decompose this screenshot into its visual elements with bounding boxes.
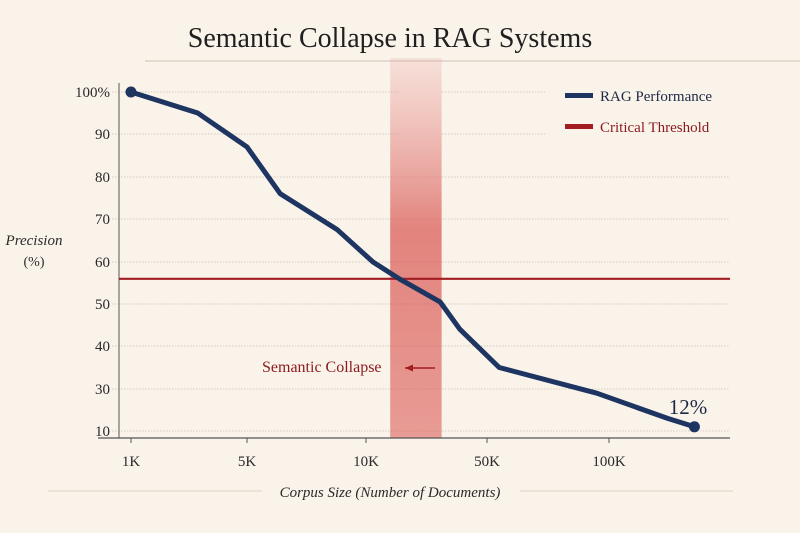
legend-swatch-rag-performance <box>565 93 593 98</box>
data-point <box>125 86 137 98</box>
legend: RAG Performance Critical Threshold <box>565 89 712 136</box>
y-tick-label: 30 <box>95 382 110 398</box>
semantic-collapse-band <box>390 58 442 438</box>
legend-label-rag-performance: RAG Performance <box>600 89 712 105</box>
x-tick-label: 10K <box>353 454 379 470</box>
series-points <box>125 86 700 433</box>
rag-performance-line <box>128 89 697 430</box>
legend-swatch-critical-threshold <box>565 124 593 129</box>
arrow-left-icon <box>405 364 435 372</box>
y-tick-label: 90 <box>95 127 110 143</box>
x-tick-label: 100K <box>592 454 626 470</box>
y-axis-label: Precision <box>5 233 63 249</box>
y-tick-label: 40 <box>95 339 110 355</box>
chart-title: Semantic Collapse in RAG Systems <box>188 23 592 54</box>
end-value-label: 12% <box>669 395 708 419</box>
y-tick-label: 70 <box>95 212 110 228</box>
data-point <box>688 421 700 433</box>
y-tick-label: 10 <box>95 424 110 440</box>
semantic-collapse-label: Semantic Collapse <box>262 359 382 376</box>
x-ticks: 1K 5K 10K 50K 100K <box>122 438 626 470</box>
legend-label-critical-threshold: Critical Threshold <box>600 120 710 136</box>
y-tick-label: 60 <box>95 255 110 271</box>
y-tick-label: 50 <box>95 297 110 313</box>
y-ticks: 100% 90 80 70 60 50 40 30 10 <box>75 85 110 440</box>
x-tick-label: 50K <box>474 454 500 470</box>
x-tick-label: 5K <box>238 454 257 470</box>
y-axis-unit: (%) <box>24 255 45 270</box>
y-tick-label: 100% <box>75 85 110 101</box>
x-axis-label: Corpus Size (Number of Documents) <box>280 485 501 501</box>
y-tick-label: 80 <box>95 170 110 186</box>
x-tick-label: 1K <box>122 454 141 470</box>
